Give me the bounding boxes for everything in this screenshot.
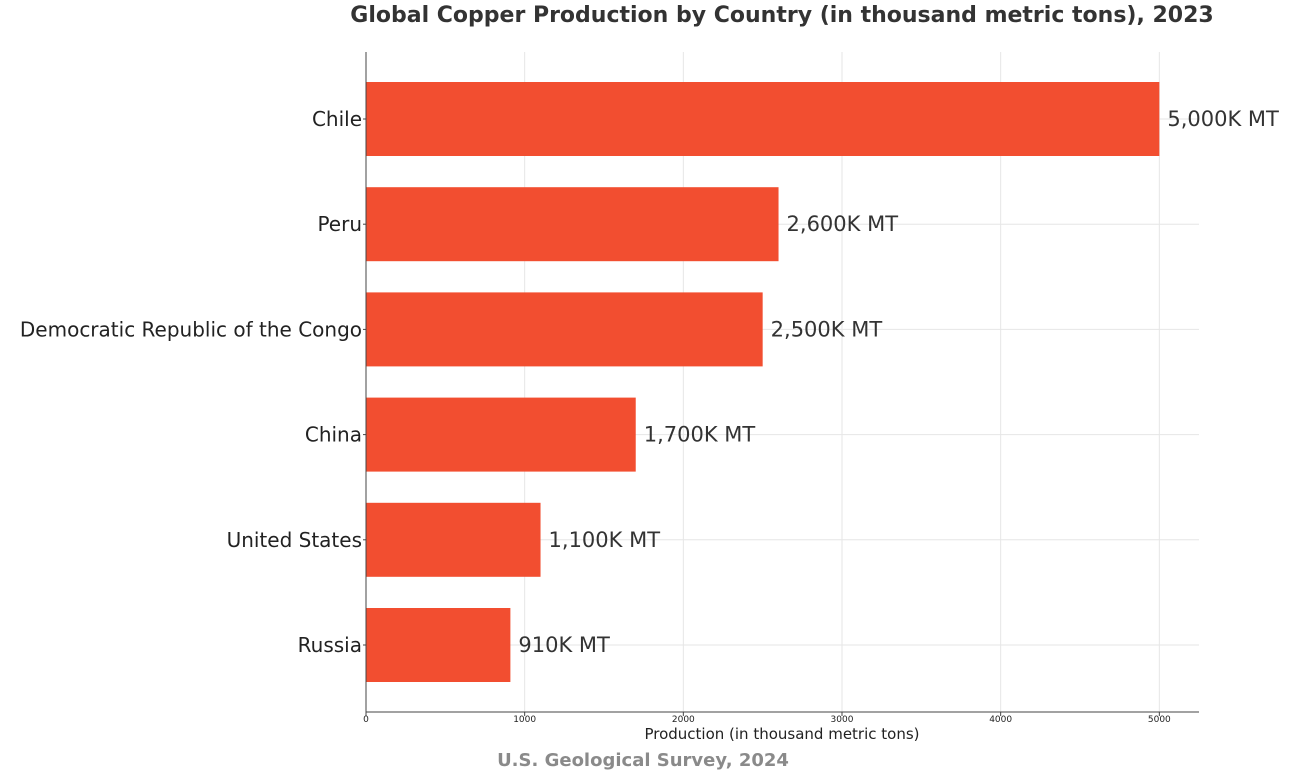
category-label: China bbox=[305, 423, 362, 447]
x-tick-label: 4000 bbox=[989, 715, 1012, 725]
x-tick-label: 1000 bbox=[513, 715, 536, 725]
bar bbox=[366, 82, 1160, 156]
value-label: 5,000K MT bbox=[1167, 107, 1279, 131]
value-label: 2,600K MT bbox=[787, 212, 899, 236]
labels: Chile 5,000K MT Peru 2,600K MT Democratic Re… bbox=[20, 107, 1279, 657]
x-tick-label: 2000 bbox=[672, 715, 695, 725]
x-axis-label: Production (in thousand metric tons) bbox=[644, 725, 919, 743]
x-tick-label: 0 bbox=[363, 715, 369, 725]
x-tick-label: 5000 bbox=[1148, 715, 1171, 725]
source-note: U.S. Geological Survey, 2024 bbox=[497, 750, 789, 771]
value-label: 910K MT bbox=[518, 633, 610, 657]
category-label: Russia bbox=[298, 633, 362, 657]
value-label: 2,500K MT bbox=[771, 317, 883, 341]
axes: 0 1000 2000 3000 4000 5000 bbox=[363, 52, 1199, 725]
bars bbox=[366, 82, 1160, 682]
value-label: 1,700K MT bbox=[644, 423, 756, 447]
bar bbox=[366, 502, 541, 577]
bar bbox=[366, 608, 511, 682]
category-label: Democratic Republic of the Congo bbox=[20, 317, 362, 341]
category-label: Peru bbox=[317, 212, 362, 236]
category-label: Chile bbox=[312, 107, 362, 131]
chart-title: Global Copper Production by Country (in … bbox=[350, 3, 1213, 28]
bar bbox=[366, 292, 763, 367]
bar bbox=[366, 397, 636, 472]
bar bbox=[366, 187, 779, 262]
x-tick-label: 3000 bbox=[831, 715, 854, 725]
value-label: 1,100K MT bbox=[549, 528, 661, 552]
category-label: United States bbox=[227, 528, 362, 552]
